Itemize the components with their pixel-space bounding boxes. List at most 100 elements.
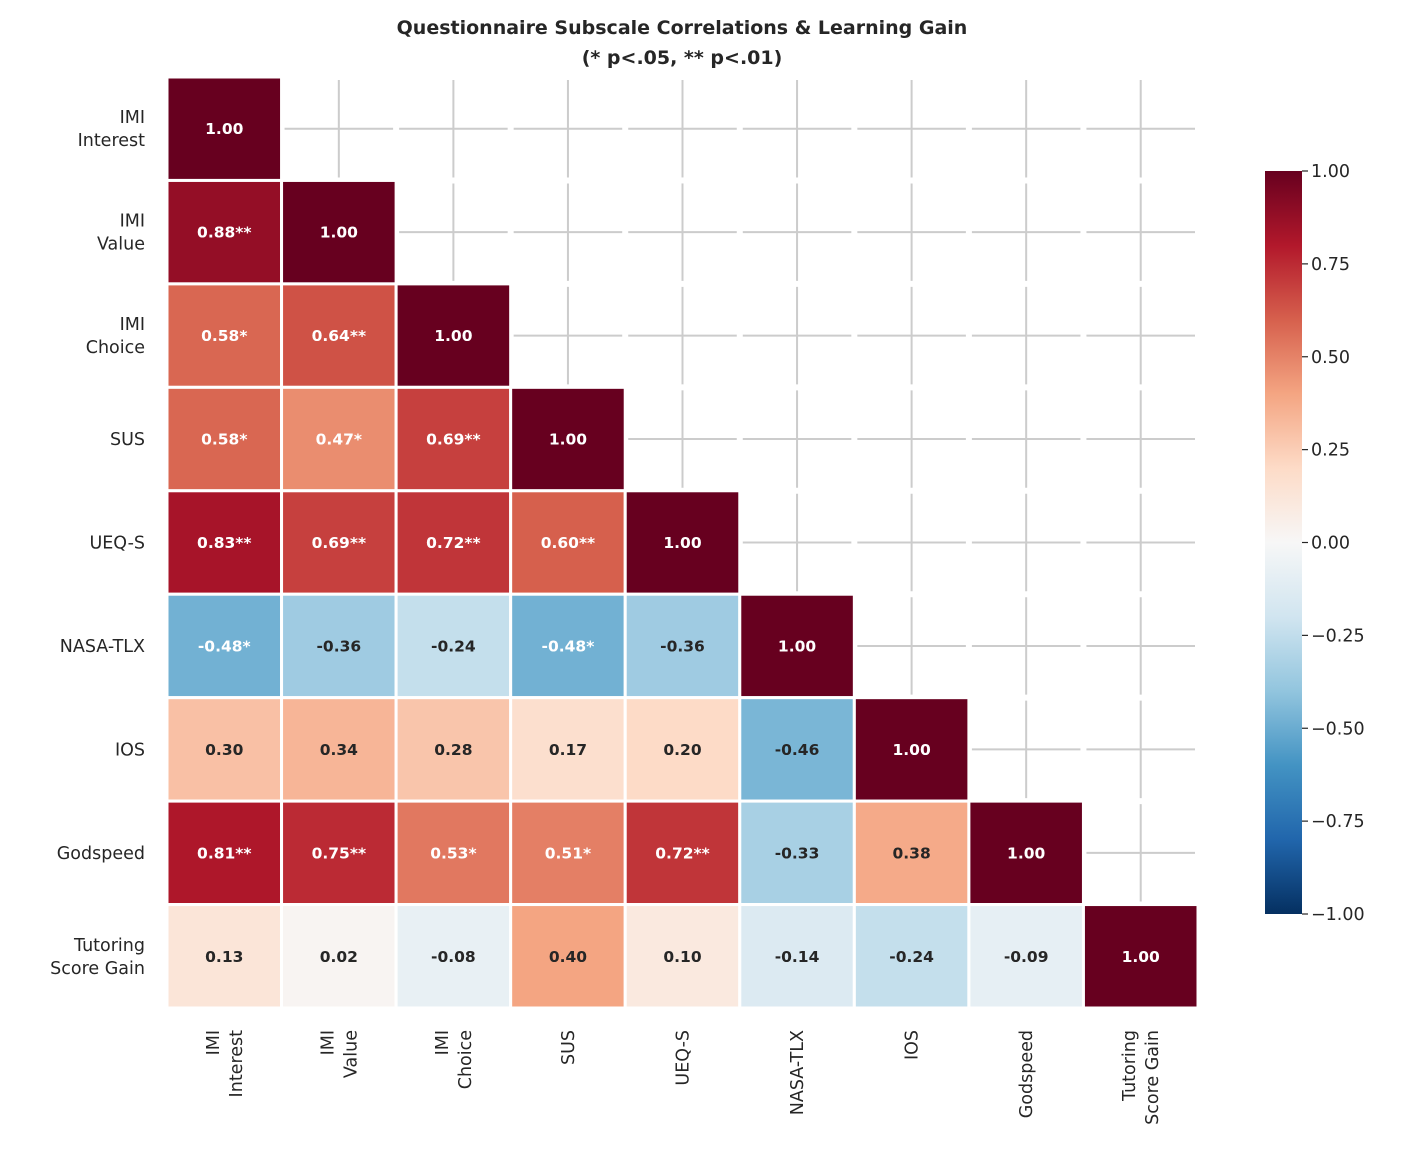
x-tick-label: Godspeed <box>1017 1030 1037 1118</box>
y-tick-label: IMI Choice <box>86 315 145 358</box>
x-tick-label: UEQ-S <box>674 1030 694 1086</box>
cell-annotation: -0.08 <box>431 948 476 966</box>
cell-annotation: 0.88** <box>197 224 251 242</box>
cell-annotation: -0.09 <box>1004 948 1049 966</box>
colorbar-tick-label: −1.00 <box>1311 905 1365 925</box>
cell-annotation: 0.30 <box>205 741 243 759</box>
cell-annotation: 1.00 <box>663 534 701 552</box>
colorbar-tick-label: 0.00 <box>1311 534 1350 554</box>
x-tick-label: IMI Interest <box>204 1030 247 1098</box>
heatmap-cell <box>394 489 513 596</box>
heatmap-cell <box>623 696 742 803</box>
chart-subtitle: (* p<.05, ** p<.01) <box>582 47 783 69</box>
cell-annotation: 1.00 <box>778 637 816 655</box>
colorbar-tick-label: −0.25 <box>1311 626 1365 646</box>
colorbar-tick-label: 1.00 <box>1311 162 1350 182</box>
cell-annotation: 0.83** <box>197 534 251 552</box>
cell-annotation: 0.28 <box>434 741 472 759</box>
y-tick-label: SUS <box>110 430 145 450</box>
cell-annotation: 0.53* <box>430 844 476 862</box>
heatmap-cell <box>165 282 284 389</box>
heatmap-cell <box>509 903 627 1010</box>
cell-annotation: 0.72** <box>655 844 709 862</box>
cell-annotation: 0.20 <box>663 741 701 759</box>
heatmap-cell <box>738 799 856 907</box>
cell-annotation: -0.46 <box>775 741 820 759</box>
heatmap-cell <box>280 592 398 700</box>
y-tick-label: Tutoring Score Gain <box>50 936 145 979</box>
heatmap-cell <box>165 903 284 1010</box>
y-tick-label: Godspeed <box>57 844 145 864</box>
x-tick-label: IMI Value <box>318 1030 361 1078</box>
cell-annotation: -0.48* <box>542 637 595 655</box>
heatmap-cell <box>394 592 513 700</box>
cell-annotation: 1.00 <box>434 327 472 345</box>
cell-annotation: 0.69** <box>312 534 366 552</box>
heatmap-cell <box>852 696 971 803</box>
cell-annotation: 0.64** <box>312 327 366 345</box>
cell-annotation: 0.17 <box>549 741 587 759</box>
y-tick-label: NASA-TLX <box>60 637 145 657</box>
cell-annotation: -0.36 <box>316 637 361 655</box>
y-tick-label: UEQ-S <box>89 534 145 554</box>
cell-annotation: -0.48* <box>198 637 251 655</box>
heatmap-cell <box>852 903 971 1010</box>
heatmap-cell <box>738 696 856 803</box>
colorbar-tick-label: 0.75 <box>1311 255 1350 275</box>
colorbar-tick-label: −0.75 <box>1311 812 1365 832</box>
heatmap-cell <box>394 696 513 803</box>
cell-annotation: 0.72** <box>426 534 480 552</box>
heatmap-cell <box>280 799 398 907</box>
cell-annotation: 0.75** <box>312 844 366 862</box>
cell-annotation: 1.00 <box>1007 844 1045 862</box>
y-tick-label: IOS <box>115 740 145 760</box>
x-tick-label: NASA-TLX <box>788 1030 808 1115</box>
heatmap-cell <box>1081 903 1200 1010</box>
colorbar-tick-label: −0.50 <box>1311 719 1365 739</box>
cell-annotation: 1.00 <box>892 741 930 759</box>
x-tick-label: IOS <box>903 1030 923 1060</box>
cell-annotation: 0.60** <box>541 534 595 552</box>
cell-annotation: 0.34 <box>320 741 358 759</box>
cell-annotation: -0.36 <box>660 637 705 655</box>
heatmap-cell <box>509 799 627 907</box>
heatmap-cell <box>394 903 513 1010</box>
cell-annotation: -0.33 <box>775 844 820 862</box>
cell-annotation: 0.58* <box>201 431 247 449</box>
heatmap-cell <box>165 696 284 803</box>
colorbar-tick-label: 0.25 <box>1311 441 1350 461</box>
heatmap-cell <box>967 799 1085 907</box>
chart-title: Questionnaire Subscale Correlations & Le… <box>397 17 968 39</box>
cell-annotation: -0.24 <box>889 948 934 966</box>
cell-annotation: -0.24 <box>431 637 476 655</box>
cell-annotation: 0.69** <box>426 431 480 449</box>
heatmap-cell <box>738 592 856 700</box>
cell-annotation: 1.00 <box>205 120 243 138</box>
cell-annotation: 0.02 <box>320 948 358 966</box>
colorbar-tick-label: 0.50 <box>1311 348 1350 368</box>
cell-annotation: 0.40 <box>549 948 587 966</box>
cell-annotation: 0.47* <box>316 431 362 449</box>
heatmap-cell <box>967 903 1085 1010</box>
heatmap-cell <box>509 592 627 700</box>
cell-annotation: 0.81** <box>197 844 251 862</box>
cell-annotation: 0.58* <box>201 327 247 345</box>
cell-annotation: 1.00 <box>549 431 587 449</box>
heatmap-cell <box>280 385 398 493</box>
heatmap-cell <box>623 903 742 1010</box>
colorbar <box>1265 171 1302 914</box>
cell-annotation: -0.14 <box>775 948 820 966</box>
x-tick-label: SUS <box>559 1030 579 1065</box>
heatmap-cell <box>280 178 398 286</box>
y-tick-label: IMI Value <box>97 212 145 255</box>
cell-annotation: 0.10 <box>663 948 701 966</box>
cell-annotation: 0.51* <box>545 844 591 862</box>
cell-annotation: 1.00 <box>1122 948 1160 966</box>
cell-annotation: 0.13 <box>205 948 243 966</box>
x-tick-label: IMI Choice <box>433 1030 476 1089</box>
cell-annotation: 0.38 <box>892 844 930 862</box>
heatmap-cell <box>165 75 284 182</box>
cell-annotation: 1.00 <box>320 224 358 242</box>
